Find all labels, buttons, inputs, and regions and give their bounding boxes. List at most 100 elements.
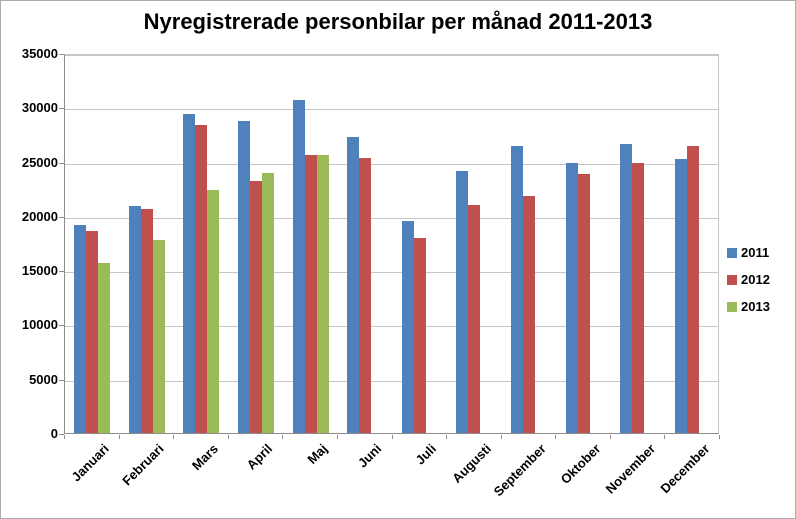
bar [456,170,469,433]
x-axis-tick [446,435,448,439]
bar-group [283,55,338,433]
y-axis-tick [59,216,64,218]
x-axis-tick [118,435,120,439]
bar [413,237,426,433]
y-gridline [65,326,718,328]
y-gridline [65,109,718,111]
legend-swatch [727,274,737,285]
y-axis-label: 25000 [21,154,58,170]
y-axis-tick [59,162,64,164]
y-axis-label: 35000 [21,46,58,61]
bar [359,157,372,433]
bar-group [665,55,720,433]
x-axis-label: Februari [119,441,167,489]
y-axis-label: 15000 [21,263,58,279]
bar [304,155,317,433]
legend-label: 2011 [741,245,770,260]
y-axis-label: 0 [50,426,58,441]
bar [74,224,87,433]
y-axis-tick [59,54,64,55]
legend-item: 2012 [727,271,770,288]
x-axis-label: November [602,441,658,497]
bar [522,196,535,433]
x-axis-tick [609,435,611,439]
bar [577,173,590,433]
y-axis-tick [59,434,64,435]
bar [262,172,275,433]
bar [632,163,645,433]
y-axis-label: 20000 [21,208,58,224]
y-gridline [65,380,718,382]
x-axis-label: Juni [355,441,385,471]
x-axis-tick [227,435,229,439]
bar-group [65,55,120,433]
y-gridline [65,55,718,56]
bar [620,143,633,433]
bar-group [120,55,175,433]
bar [238,120,251,433]
bar [207,190,220,433]
x-axis-label: Juli [412,441,440,468]
bar [347,137,360,433]
legend-swatch [727,247,737,258]
x-axis-label: Oktober [557,441,604,487]
x-axis-label: April [244,441,276,473]
bar [86,231,99,433]
x-axis-tick [391,435,393,439]
y-gridline [65,217,718,219]
x-axis-label: December [657,441,713,497]
bar-group [393,55,448,433]
bar-group [556,55,611,433]
bar [140,209,153,433]
y-axis-tick [59,325,64,327]
bar [98,263,111,433]
y-axis-label: 10000 [21,317,58,333]
x-axis-tick [500,435,502,439]
x-axis-label: Maj [304,441,331,467]
bar-group [338,55,393,433]
plot-area [64,54,719,434]
bar [292,100,305,433]
y-axis-tick [59,271,64,273]
bar [686,145,699,433]
x-axis-tick [664,435,666,439]
bar-group [229,55,284,433]
y-axis-tick [59,379,64,381]
bar [152,239,165,433]
x-axis-tick [282,435,284,439]
legend-item: 2011 [727,244,770,261]
x-axis-label: September [490,441,549,500]
bar [183,114,196,433]
legend-label: 2012 [741,272,770,287]
legend-swatch [727,301,737,312]
x-axis-tick [336,435,338,439]
x-axis-label: Augusti [449,441,494,486]
legend-label: 2013 [741,299,770,314]
bar [195,125,208,433]
bar [316,155,329,433]
y-axis-label: 30000 [21,100,58,116]
x-axis-label: Mars [188,441,222,474]
bar [250,181,263,433]
bar-group [611,55,666,433]
legend-item: 2013 [727,298,770,315]
chart-title: Nyregistrerade personbilar per månad 201… [143,9,653,34]
x-axis-tick [64,435,65,439]
x-axis-label: Januari [68,441,112,485]
bar-group [502,55,557,433]
bar [401,221,414,433]
bar-group [174,55,229,433]
bar [565,163,578,433]
legend: 2011 2012 2013 [727,244,770,315]
y-axis-label: 5000 [29,371,58,387]
bar-group [447,55,502,433]
y-gridline [65,163,718,165]
y-gridline [65,272,718,274]
bar [468,205,481,433]
x-axis-tick [173,435,175,439]
bar [674,158,687,433]
bar [128,206,141,433]
y-axis-tick [59,108,64,110]
x-axis-tick [719,435,720,439]
